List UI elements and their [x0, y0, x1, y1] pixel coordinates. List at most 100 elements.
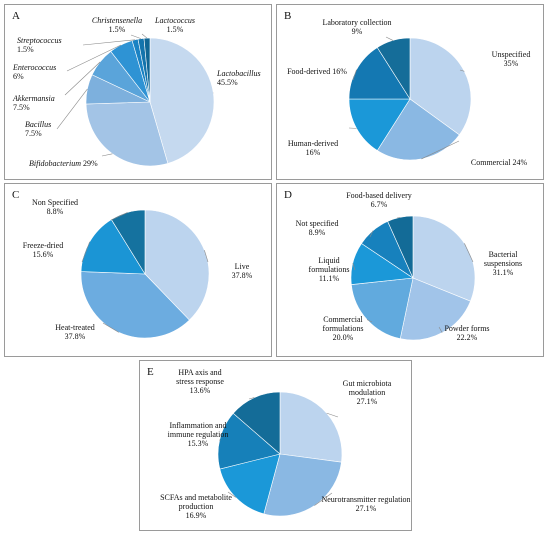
slice-label: Human-derived 16% — [288, 139, 338, 157]
panel-b: B Unspecified 35% Commercial 24% Human-deri… — [276, 4, 544, 180]
slice-label: Food-based delivery 6.7% — [346, 191, 412, 209]
slice-name: Enterococcus — [12, 63, 56, 72]
slice-label: Commercial formulations 20.0% — [323, 315, 364, 342]
slice-name: Food-based delivery — [346, 191, 412, 200]
slice-label: Powder forms 22.2% — [444, 324, 489, 342]
slice-name: Commercial — [323, 315, 363, 324]
slice-label: Akkermansia 7.5% — [12, 94, 55, 112]
slice-name: stress response — [176, 377, 224, 386]
slice-percent: 7.5% — [25, 129, 42, 138]
pie-slice — [219, 453, 281, 515]
slice-name: Neurotransmitter regulation — [321, 495, 410, 504]
pie-slice — [348, 98, 411, 151]
slice-percent: 16% — [306, 148, 321, 157]
slice-percent: 6.7% — [371, 200, 388, 209]
slice-name: SCFAs and metabolite — [160, 493, 232, 502]
pie-slice — [387, 215, 414, 279]
leader-line — [101, 153, 113, 157]
slice-label: Bacterial suspensions 31.1% — [484, 250, 522, 277]
slice-label: Lactobacillus 45.5% — [216, 69, 261, 87]
slice-name: Laboratory collection — [322, 18, 391, 27]
slice-percent: 24% — [510, 158, 527, 167]
slice-label: HPA axis and stress response 13.6% — [176, 368, 224, 395]
panel-letter: B — [284, 10, 292, 22]
slice-label: Christensenella 1.5% — [92, 16, 142, 34]
pie-chart: Bacterial suspensions 31.1% Powder forms 22.… — [296, 191, 523, 342]
panel-d: D Bacterial suspensions 31.1% Powder forms 2… — [276, 183, 544, 357]
pie-chart: Gut microbiota modulation 27.1%Neurotransm… — [160, 368, 410, 520]
slice-label: Liquid formulations 11.1% — [309, 256, 350, 283]
slice-name: Gut microbiota — [343, 379, 392, 388]
slice-name: Lactobacillus — [216, 69, 261, 78]
pie-slice — [279, 391, 343, 463]
pie-slice — [149, 37, 215, 164]
slice-label: Lactococcus 1.5% — [154, 16, 195, 34]
slice-percent: 7.5% — [13, 103, 30, 112]
slice-percent: 22.2% — [457, 333, 478, 342]
panel-c: C Live 37.8% Heat-treated 37.8% Freeze-dried… — [4, 183, 272, 357]
leader-line — [314, 492, 333, 506]
slice-percent: 29% — [81, 159, 98, 168]
leader-line — [66, 44, 122, 72]
panel-e: E Gut microbiota modulation 27.1% Neurotran… — [139, 360, 412, 531]
leader-line — [82, 39, 136, 46]
slice-percent: 1.5% — [167, 25, 184, 34]
slice-label: Heat-treated 37.8% — [55, 323, 95, 341]
slice-label: Bacillus 7.5% — [25, 120, 51, 138]
slice-label: Commercial 24% — [471, 158, 528, 167]
slice-name: Food-derived — [287, 67, 330, 76]
slice-percent: 35% — [504, 59, 519, 68]
pie-slice — [232, 391, 281, 455]
slice-name: Powder forms — [444, 324, 489, 333]
leader-line — [227, 491, 236, 498]
leader-line — [204, 249, 209, 263]
leader-line — [369, 230, 374, 238]
leader-line — [385, 36, 394, 41]
panel-letter: E — [147, 366, 154, 378]
slice-name: Not specified — [296, 219, 339, 228]
slice-percent: 1.5% — [17, 45, 34, 54]
slice-label: Inflammation and immune regulation 15.3% — [168, 421, 229, 448]
slice-percent: 15.3% — [188, 439, 209, 448]
slice-label: Live 37.8% — [232, 262, 253, 280]
leader-line — [56, 88, 88, 130]
slice-percent: 13.6% — [190, 386, 211, 395]
slice-percent: 16.9% — [186, 511, 207, 520]
slice-percent: 27.1% — [356, 504, 377, 513]
slice-name: Akkermansia — [12, 94, 55, 103]
slice-name: Live — [235, 262, 250, 271]
pie-chart: Live 37.8% Heat-treated 37.8% Freeze-dried 15… — [23, 198, 253, 341]
slice-percent: 8.8% — [47, 207, 64, 216]
slice-percent: 11.1% — [319, 274, 340, 283]
pie-chart: Unspecified 35% Commercial 24% Human-derive… — [287, 18, 531, 167]
slice-percent: 15.6% — [33, 250, 54, 259]
slice-label: Not specified 8.9% — [296, 219, 339, 237]
slice-name: Christensenella — [92, 16, 142, 25]
leader-line — [102, 322, 119, 333]
pie-slice — [376, 37, 411, 101]
slice-label: SCFAs and metabolite production 16.9% — [160, 493, 232, 520]
slice-name: modulation — [349, 388, 385, 397]
leader-line — [352, 69, 357, 81]
slice-name: Human-derived — [288, 139, 338, 148]
pie-slice — [399, 277, 471, 341]
slice-name: Unspecified — [492, 50, 531, 59]
slice-name: Inflammation and — [169, 421, 226, 430]
slice-name: Lactococcus — [154, 16, 195, 25]
slice-label: Enterococcus 6% — [12, 63, 56, 81]
slice-label: Non Specified 8.8% — [32, 198, 78, 216]
leader-line — [421, 140, 460, 160]
leader-line — [64, 61, 101, 96]
pie-slice — [80, 219, 146, 275]
slice-name: Freeze-dried — [23, 241, 63, 250]
panel-letter: C — [12, 189, 20, 201]
slice-percent: 31.1% — [493, 268, 514, 277]
slice-label: Streptococcus 1.5% — [17, 36, 62, 54]
slice-name: Heat-treated — [55, 323, 95, 332]
slice-label: Laboratory collection 9% — [322, 18, 391, 36]
leader-line — [396, 217, 401, 219]
slice-percent: 27.1% — [357, 397, 378, 406]
slice-name: Non Specified — [32, 198, 78, 207]
slice-name: formulations — [323, 324, 364, 333]
slice-label: Bifidobacterium 29% — [29, 159, 98, 168]
